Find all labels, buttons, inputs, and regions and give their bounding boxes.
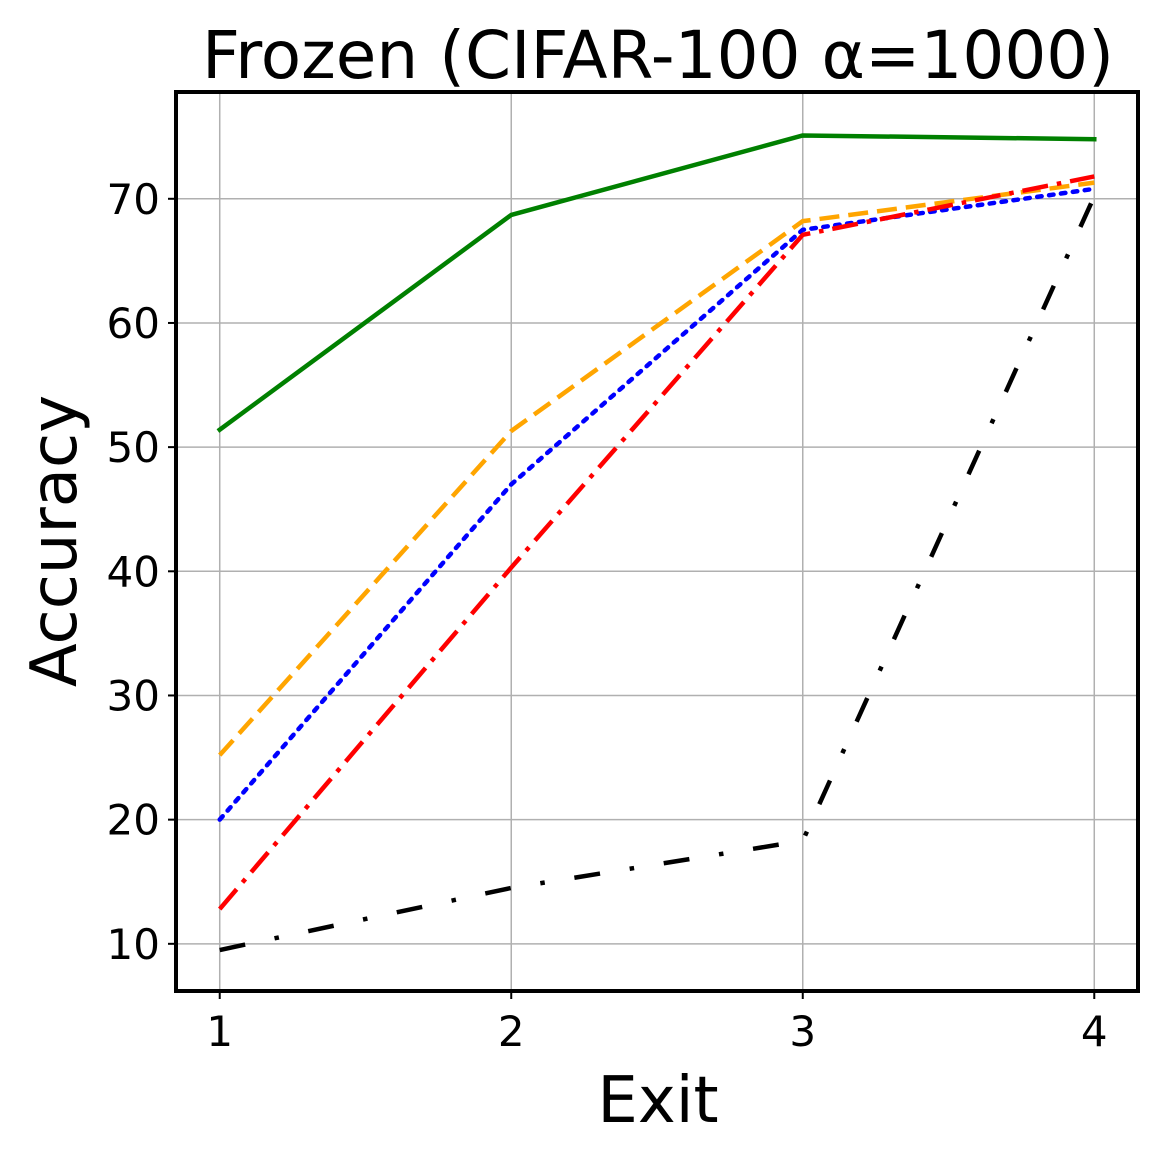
- x-tick-label: 4: [1081, 1007, 1108, 1056]
- series-lines: [216, 133, 1097, 953]
- y-tick-label: 20: [107, 796, 160, 845]
- x-tick-label: 2: [498, 1007, 525, 1056]
- y-tick-label: 70: [107, 175, 160, 224]
- chart-title: Frozen (CIFAR-100 α=1000): [202, 17, 1114, 94]
- series-line-4: [218, 174, 1095, 911]
- axis-ticks: 1 2 3 4 10 20 30 40 50 60 70: [107, 175, 1108, 1056]
- x-axis-label: Exit: [597, 1064, 718, 1138]
- plot-frame: [174, 90, 1140, 993]
- y-tick-label: 40: [107, 547, 160, 596]
- series-line-2: [218, 180, 1095, 757]
- y-tick-label: 10: [107, 920, 160, 969]
- series-line-5: [219, 195, 1097, 953]
- x-tick-label: 3: [789, 1007, 816, 1056]
- grid: [176, 92, 1138, 991]
- series-line-1: [216, 133, 1097, 433]
- x-tick-label: 1: [206, 1007, 233, 1056]
- y-tick-label: 30: [107, 671, 160, 720]
- series-line-3: [217, 186, 1097, 822]
- y-tick-label: 60: [107, 299, 160, 348]
- y-axis-label: Accuracy: [18, 395, 92, 687]
- y-tick-label: 50: [107, 423, 160, 472]
